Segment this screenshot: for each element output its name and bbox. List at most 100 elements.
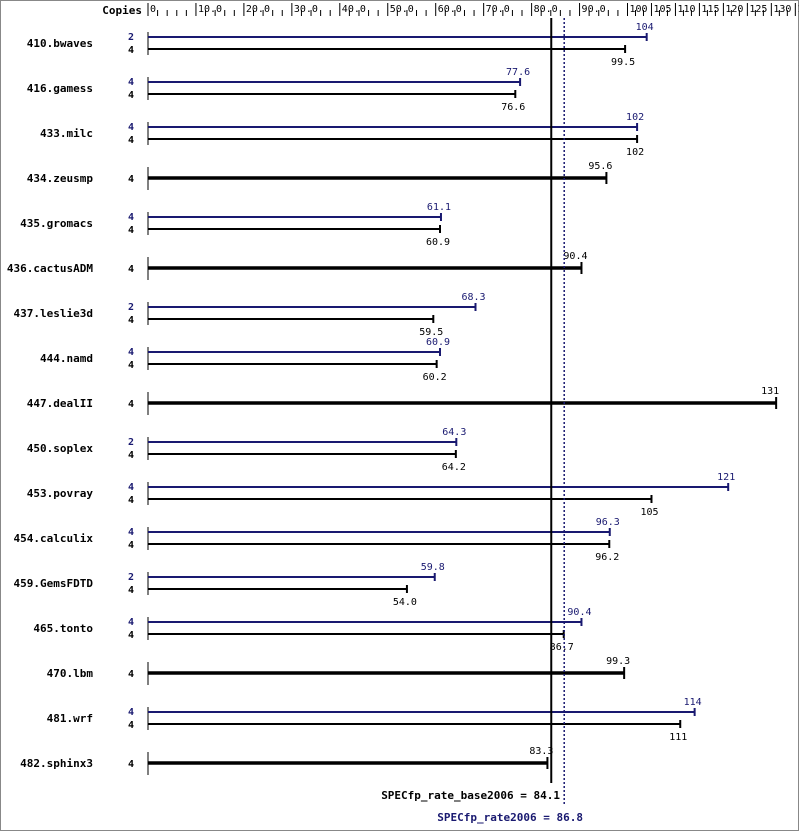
peak-value-label: 104 <box>636 22 654 33</box>
benchmark-label: 436.cactusADM <box>7 262 93 275</box>
base-copies: 4 <box>128 360 134 371</box>
axis-tick-label: 90.0 <box>582 4 606 15</box>
base-copies: 4 <box>128 495 134 506</box>
base-value-label: 105 <box>640 507 658 518</box>
axis-ticks: 0 10.0 20.0 30.0 40.0 50.0 60.0 70.0 80.0 90.0 100… <box>147 3 799 16</box>
peak-value-label: 90.4 <box>567 607 591 618</box>
base-value-label: 95.6 <box>588 161 612 172</box>
axis-tick-label: 135 <box>797 4 799 15</box>
base-reference-label: SPECfp_rate_base2006 = 84.1 <box>381 789 560 802</box>
base-copies: 4 <box>128 759 134 770</box>
peak-value-label: 61.1 <box>427 202 451 213</box>
base-value-label: 96.2 <box>595 552 619 563</box>
base-value-label: 83.3 <box>529 746 553 757</box>
axis-tick-label: 105 <box>653 4 671 15</box>
peak-value-label: 121 <box>717 472 735 483</box>
axis-tick-label: 100 <box>630 4 648 15</box>
peak-value-label: 60.9 <box>426 337 450 348</box>
benchmark-label: 482.sphinx3 <box>20 757 93 770</box>
axis-title: Copies <box>102 4 142 17</box>
base-value-label: 64.2 <box>442 462 466 473</box>
base-copies: 4 <box>128 315 134 326</box>
base-value-label: 90.4 <box>563 251 587 262</box>
peak-value-label: 96.3 <box>596 517 620 528</box>
base-value-label: 131 <box>761 386 779 397</box>
base-value-label: 86.7 <box>550 642 574 653</box>
base-copies: 4 <box>128 450 134 461</box>
benchmark-label: 444.namd <box>40 352 93 365</box>
base-copies: 4 <box>128 45 134 56</box>
peak-copies: 4 <box>128 527 134 538</box>
axis-tick-label: 40.0 <box>342 4 366 15</box>
benchmark-rows: 410.bwaves 2 104 4 99.5 416.gamess 4 77.6 4 76.6 4… <box>7 22 779 775</box>
base-value-label: 102 <box>626 147 644 158</box>
peak-value-label: 59.8 <box>421 562 445 573</box>
axis-tick-label: 0 <box>150 4 156 15</box>
base-value-label: 99.3 <box>606 656 630 667</box>
benchmark-label: 435.gromacs <box>20 217 93 230</box>
peak-copies: 2 <box>128 32 134 43</box>
axis-tick-label: 80.0 <box>534 4 558 15</box>
peak-copies: 4 <box>128 212 134 223</box>
benchmark-label: 465.tonto <box>33 622 93 635</box>
peak-copies: 2 <box>128 302 134 313</box>
benchmark-label: 450.soplex <box>27 442 94 455</box>
peak-copies: 4 <box>128 617 134 628</box>
benchmark-label: 454.calculix <box>14 532 94 545</box>
benchmark-label: 410.bwaves <box>27 37 93 50</box>
benchmark-label: 453.povray <box>27 487 94 500</box>
base-copies: 4 <box>128 630 134 641</box>
benchmark-label: 437.leslie3d <box>14 307 93 320</box>
peak-copies: 4 <box>128 482 134 493</box>
base-copies: 4 <box>128 90 134 101</box>
peak-value-label: 114 <box>684 697 702 708</box>
benchmark-label: 481.wrf <box>47 712 93 725</box>
base-value-label: 60.9 <box>426 237 450 248</box>
peak-copies: 4 <box>128 347 134 358</box>
benchmark-label: 433.milc <box>40 127 93 140</box>
axis-tick-label: 60.0 <box>438 4 462 15</box>
peak-value-label: 77.6 <box>506 67 530 78</box>
base-value-label: 60.2 <box>423 372 447 383</box>
axis-tick-label: 115 <box>701 4 719 15</box>
axis-tick-label: 70.0 <box>486 4 510 15</box>
base-value-label: 99.5 <box>611 57 635 68</box>
peak-copies: 2 <box>128 572 134 583</box>
base-copies: 4 <box>128 225 134 236</box>
peak-copies: 2 <box>128 437 134 448</box>
axis-tick-label: 110 <box>677 4 695 15</box>
benchmark-label: 447.dealII <box>27 397 93 410</box>
base-value-label: 111 <box>669 732 687 743</box>
benchmark-label: 459.GemsFDTD <box>14 577 94 590</box>
base-copies: 4 <box>128 720 134 731</box>
peak-value-label: 64.3 <box>442 427 466 438</box>
benchmark-label: 434.zeusmp <box>27 172 94 185</box>
peak-reference-label: SPECfp_rate2006 = 86.8 <box>437 811 583 824</box>
peak-copies: 4 <box>128 707 134 718</box>
base-copies: 4 <box>128 669 134 680</box>
base-value-label: 54.0 <box>393 597 417 608</box>
base-value-label: 59.5 <box>419 327 443 338</box>
base-copies: 4 <box>128 264 134 275</box>
axis-tick-label: 130 <box>773 4 791 15</box>
peak-copies: 4 <box>128 77 134 88</box>
axis-tick-label: 120 <box>725 4 743 15</box>
axis-tick-label: 10.0 <box>198 4 222 15</box>
peak-value-label: 102 <box>626 112 644 123</box>
benchmark-label: 416.gamess <box>27 82 93 95</box>
base-value-label: 76.6 <box>501 102 525 113</box>
axis-tick-label: 30.0 <box>294 4 318 15</box>
base-copies: 4 <box>128 135 134 146</box>
peak-copies: 4 <box>128 122 134 133</box>
axis-tick-label: 125 <box>749 4 767 15</box>
base-copies: 4 <box>128 399 134 410</box>
base-copies: 4 <box>128 174 134 185</box>
base-copies: 4 <box>128 585 134 596</box>
axis-tick-label: 50.0 <box>390 4 414 15</box>
benchmark-label: 470.lbm <box>47 667 94 680</box>
base-copies: 4 <box>128 540 134 551</box>
peak-value-label: 68.3 <box>461 292 485 303</box>
axis-tick-label: 20.0 <box>246 4 270 15</box>
